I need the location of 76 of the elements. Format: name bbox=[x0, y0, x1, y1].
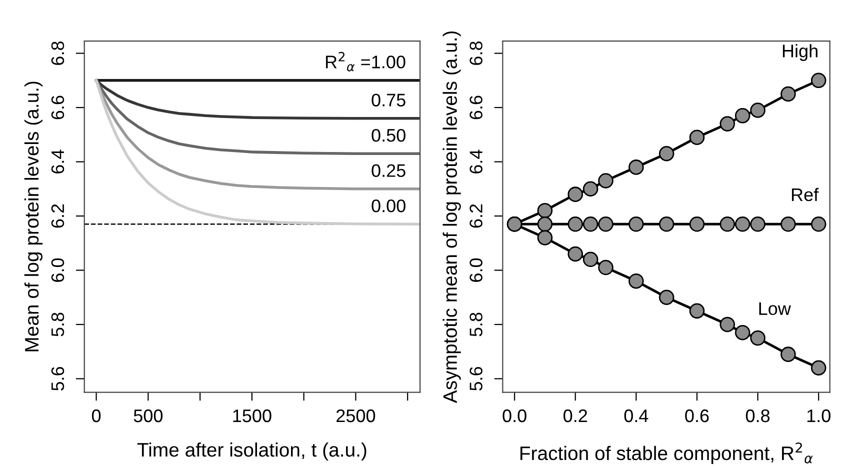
point bbox=[598, 216, 614, 232]
y-axis-title: Asymptotic mean of log protein levels (a.u.) bbox=[442, 31, 461, 404]
series-label: Low bbox=[759, 302, 791, 316]
series-label: Ref bbox=[792, 188, 819, 202]
point bbox=[598, 173, 614, 188]
x-tick-label: 0.4 bbox=[624, 409, 648, 422]
y-tick-label: 6.0 bbox=[51, 258, 64, 282]
point bbox=[720, 316, 736, 332]
x-axis-title: Time after isolation, t (a.u.) bbox=[137, 442, 366, 461]
y-tick-label: 6.0 bbox=[470, 258, 482, 282]
point bbox=[810, 360, 826, 376]
point bbox=[582, 216, 598, 232]
y-tick-label: 5.6 bbox=[51, 366, 64, 391]
series-label: 0.00 bbox=[372, 199, 406, 212]
y-tick-label: 5.6 bbox=[470, 366, 482, 391]
point bbox=[628, 273, 644, 289]
point bbox=[780, 346, 796, 362]
point bbox=[568, 246, 583, 262]
line-series bbox=[94, 79, 420, 156]
x-tick-label: 500 bbox=[134, 409, 163, 422]
point bbox=[734, 108, 750, 124]
x-tick-label: 0.8 bbox=[746, 409, 770, 422]
x-tick-label: 0.0 bbox=[502, 409, 526, 422]
y-tick-label: 6.2 bbox=[470, 204, 482, 228]
point bbox=[750, 102, 766, 118]
y-tick-label: 6.4 bbox=[51, 150, 64, 174]
x-axis-title: Fraction of stable component, R$^{2}$$_{α}$ bbox=[520, 442, 813, 464]
x-tick-label: 0 bbox=[92, 409, 101, 422]
point bbox=[568, 186, 583, 202]
point bbox=[734, 324, 750, 340]
point bbox=[582, 181, 598, 197]
point bbox=[568, 216, 583, 232]
point bbox=[720, 216, 736, 232]
point bbox=[689, 130, 705, 146]
y-tick-label: 5.8 bbox=[470, 312, 482, 336]
point bbox=[658, 290, 674, 306]
y-tick-label: 6.4 bbox=[470, 150, 482, 174]
point bbox=[780, 86, 796, 102]
point bbox=[582, 252, 598, 268]
point bbox=[537, 202, 553, 218]
series-label: 0.25 bbox=[372, 164, 406, 177]
point bbox=[750, 216, 766, 232]
point bbox=[628, 160, 644, 175]
y-tick-label: 6.8 bbox=[51, 42, 64, 65]
series-label: R$^{2}$$_{α}$ =1.00 bbox=[326, 52, 406, 72]
y-tick-label: 5.8 bbox=[51, 312, 64, 336]
point bbox=[658, 146, 674, 162]
x-tick-label: 0.6 bbox=[685, 409, 709, 422]
y-tick-label: 6.8 bbox=[470, 42, 482, 65]
x-tick-label: 1500 bbox=[233, 409, 272, 422]
series-label: 0.50 bbox=[372, 128, 406, 142]
x-tick-label: 0.2 bbox=[564, 409, 587, 422]
point bbox=[537, 230, 553, 246]
y-tick-label: 6.6 bbox=[51, 96, 64, 120]
y-tick-label: 6.6 bbox=[470, 96, 482, 120]
series-label: High bbox=[782, 44, 818, 61]
x-tick-label: 2500 bbox=[336, 409, 376, 422]
point bbox=[628, 216, 644, 232]
y-axis-title: Mean of log protein levels (a.u.) bbox=[24, 82, 43, 352]
line-series bbox=[94, 79, 420, 120]
point bbox=[810, 72, 826, 88]
point bbox=[810, 216, 826, 232]
point bbox=[734, 216, 750, 232]
point bbox=[689, 216, 705, 232]
point bbox=[598, 260, 614, 276]
point bbox=[689, 303, 705, 319]
point bbox=[537, 216, 553, 232]
x-tick-label: 1.0 bbox=[807, 409, 830, 422]
point bbox=[750, 330, 766, 346]
point bbox=[720, 116, 736, 132]
series-label: 0.75 bbox=[372, 94, 406, 106]
line-series bbox=[94, 79, 420, 226]
line-series bbox=[94, 79, 420, 190]
point bbox=[658, 216, 674, 232]
y-tick-label: 6.2 bbox=[51, 204, 64, 228]
point bbox=[780, 216, 796, 232]
